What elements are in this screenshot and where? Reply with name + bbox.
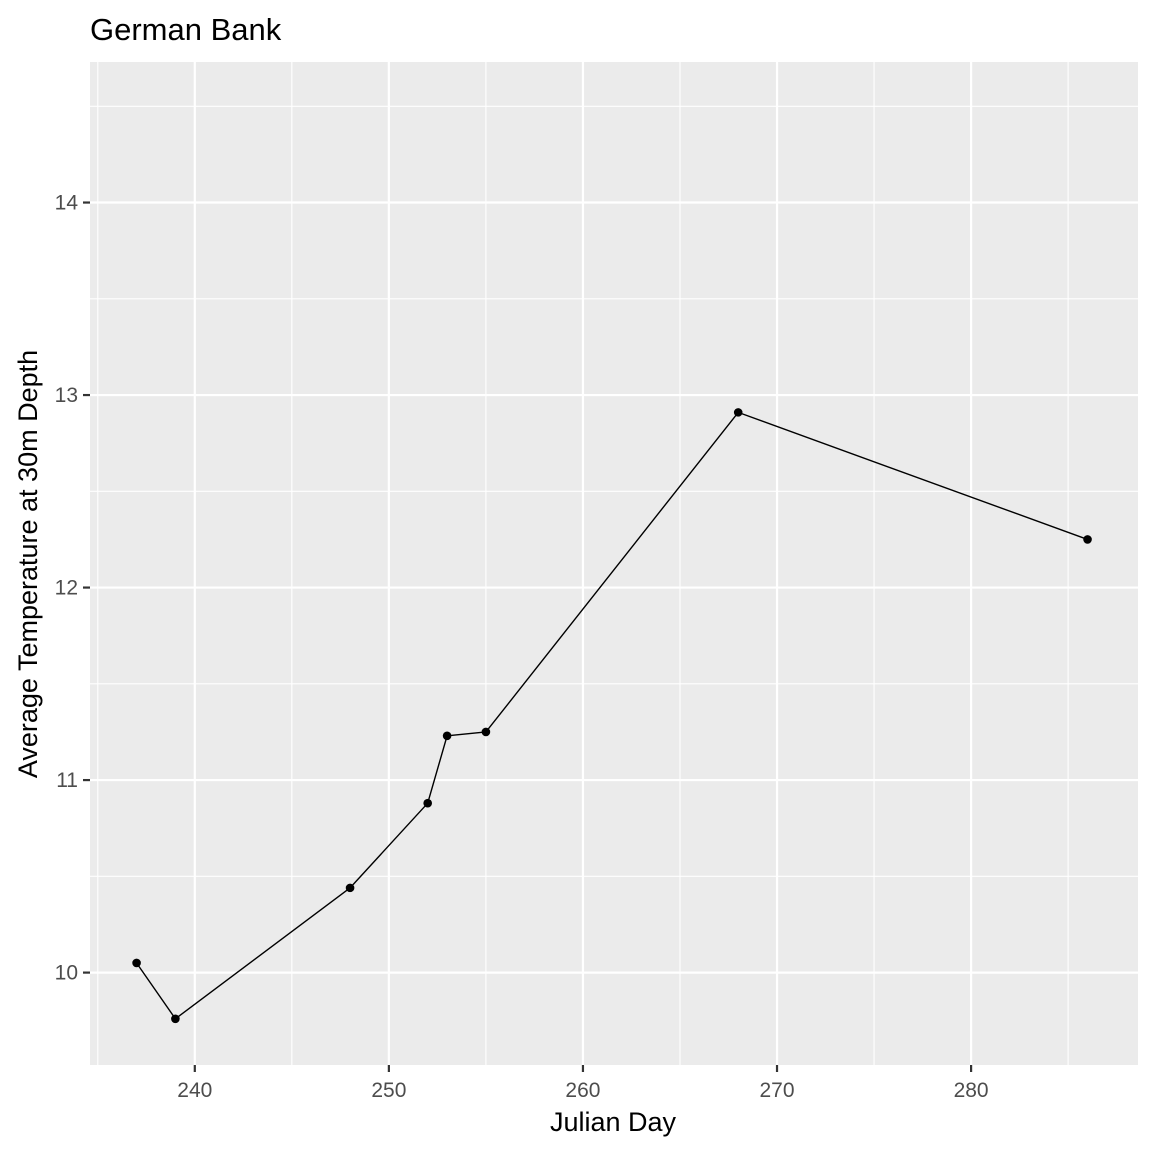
series-line [136,411,1088,1020]
data-point [481,727,491,737]
x-axis-title: Julian Day [550,1107,677,1137]
y-tick-label: 14 [55,192,79,215]
major-gridlines [90,62,1138,1065]
x-tick-label: 260 [565,1079,600,1102]
y-tick-label: 13 [55,384,78,407]
x-tick-label: 270 [759,1079,794,1102]
x-tick-label: 250 [371,1079,406,1102]
data-point [171,1014,180,1024]
x-tick-label: 240 [177,1079,212,1102]
data-point [442,731,452,741]
x-axis: 240 250 260 270 280 [177,1065,989,1102]
data-point [345,883,355,893]
data-point [733,408,743,417]
series-layer [132,408,1092,1024]
minor-gridlines [90,62,1138,1065]
y-tick-label: 10 [55,962,78,985]
data-point [132,958,141,968]
y-axis-title: Average Temperature at 30m Depth [13,350,43,778]
y-axis: 10 11 12 13 14 [55,192,90,985]
chart-title: German Bank [90,12,282,47]
y-tick-label: 11 [56,769,78,792]
plot-panel [90,62,1138,1065]
y-tick-label: 12 [55,577,78,600]
x-tick-label: 280 [954,1079,989,1102]
data-point [423,798,432,808]
data-point [1083,535,1092,544]
